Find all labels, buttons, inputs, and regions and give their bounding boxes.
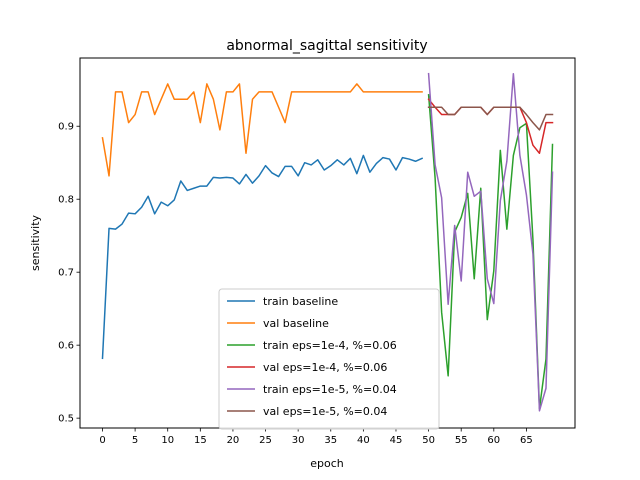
x-tick-label: 20 xyxy=(227,435,240,446)
series-line-1 xyxy=(101,154,424,360)
y-tick-label: 0.8 xyxy=(58,195,74,206)
x-tick-label: 5 xyxy=(132,435,138,446)
x-tick-label: 55 xyxy=(455,435,468,446)
x-tick-label: 10 xyxy=(161,435,174,446)
legend: train baseline val baseline train eps=1e-4… xyxy=(218,288,440,430)
legend-label-5: train eps=1e-5, %=0.04 xyxy=(263,383,397,396)
series-layer xyxy=(101,72,554,412)
series-line-6 xyxy=(427,106,554,131)
legend-label-2: val baseline xyxy=(263,317,329,330)
legend-label-3: train eps=1e-4, %=0.06 xyxy=(263,339,397,352)
series-line-3 xyxy=(427,94,554,410)
x-tick-label: 50 xyxy=(422,435,435,446)
x-tick-label: 25 xyxy=(259,435,272,446)
x-tick-label: 60 xyxy=(487,435,500,446)
legend-label-4: val eps=1e-4, %=0.06 xyxy=(263,361,387,374)
legend-label-1: train baseline xyxy=(263,295,338,308)
series-line-2 xyxy=(101,83,423,177)
y-tick-label: 0.5 xyxy=(58,414,74,425)
y-tick-label: 0.6 xyxy=(58,341,74,352)
y-tick-label: 0.7 xyxy=(58,268,74,279)
y-axis-title: sensitivity xyxy=(29,215,42,272)
x-tick-label: 30 xyxy=(292,435,305,446)
x-tick-label: 15 xyxy=(194,435,207,446)
x-axis-title: epoch xyxy=(310,457,344,470)
x-axis: 0 5 10 15 20 25 30 35 40 45 50 55 60 65 xyxy=(99,428,533,446)
series-line-5 xyxy=(427,72,554,412)
x-tick-label: 0 xyxy=(99,435,105,446)
chart-title: abnormal_sagittal sensitivity xyxy=(226,38,427,54)
legend-label-6: val eps=1e-5, %=0.04 xyxy=(263,405,387,418)
y-tick-label: 0.9 xyxy=(58,122,74,133)
y-axis: 0.5 0.6 0.7 0.8 0.9 xyxy=(58,122,80,425)
x-tick-label: 45 xyxy=(390,435,403,446)
x-tick-label: 40 xyxy=(357,435,370,446)
x-tick-label: 35 xyxy=(324,435,337,446)
x-tick-label: 65 xyxy=(520,435,533,446)
legend-box xyxy=(218,288,440,430)
